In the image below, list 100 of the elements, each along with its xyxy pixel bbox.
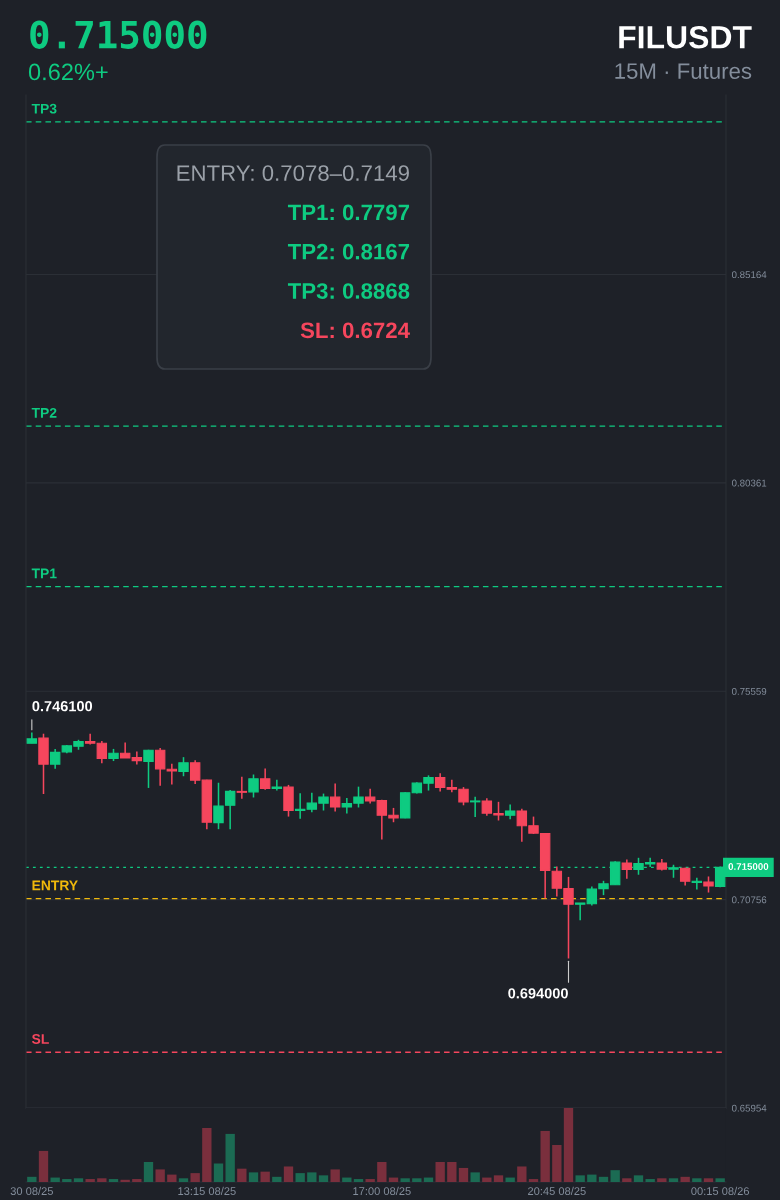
candlestick <box>236 775 248 800</box>
bar <box>645 1179 655 1182</box>
bar <box>73 1178 84 1182</box>
bar <box>563 1108 574 1182</box>
bar <box>272 1176 282 1182</box>
candlestick <box>469 795 481 818</box>
x-tick-label: 30 08/25 <box>10 1186 53 1196</box>
bar <box>470 1172 480 1182</box>
candlestick <box>131 750 143 766</box>
bar <box>458 1167 469 1182</box>
y-tick-label: 0.75559 <box>731 687 767 695</box>
bar <box>295 1173 305 1182</box>
bar <box>493 1175 504 1182</box>
bar <box>167 1174 177 1182</box>
candlestick <box>178 756 189 777</box>
bar <box>575 1175 585 1182</box>
bar <box>622 1178 632 1182</box>
bar <box>505 1177 515 1182</box>
bar <box>598 1176 609 1182</box>
text: 0.715000 <box>30 20 207 49</box>
ref-line-label: 0.715000 <box>728 863 769 870</box>
candlestick <box>49 748 61 770</box>
candlestick <box>84 732 96 746</box>
candlestick <box>143 749 154 789</box>
y-tick-label: 0.70756 <box>731 896 767 904</box>
bar <box>330 1169 340 1182</box>
candlestick <box>329 782 341 813</box>
bar <box>108 1179 119 1182</box>
candlestick <box>259 767 271 791</box>
bar <box>680 1176 690 1182</box>
bar <box>703 1178 714 1182</box>
candlestick <box>119 741 131 759</box>
ref-line-label: TP1 <box>31 568 57 579</box>
bar <box>528 1179 539 1182</box>
bar <box>482 1177 492 1182</box>
annotation: SL: 0.6724 <box>300 322 410 339</box>
bar <box>517 1166 527 1182</box>
candlestick <box>248 773 259 799</box>
bar <box>155 1169 165 1182</box>
y-tick-label: 0.80361 <box>731 479 767 487</box>
x-tick-label: 17:00 08/25 <box>353 1186 411 1196</box>
bar <box>435 1162 445 1182</box>
candlestick <box>283 784 294 818</box>
chart-subtitle: 15M · Futures <box>615 63 752 79</box>
bar <box>610 1170 620 1182</box>
bar <box>132 1179 142 1182</box>
candlestick <box>96 740 108 764</box>
candlestick <box>213 781 224 830</box>
bar <box>202 1127 212 1182</box>
bar <box>85 1179 95 1182</box>
annotation: 0.746100 <box>32 701 93 712</box>
chart-title: FILUSDT <box>619 25 752 49</box>
bar <box>668 1178 679 1182</box>
bar <box>190 1173 200 1182</box>
ref-line-label: SL <box>31 1034 49 1044</box>
ref-line-label: TP3 <box>31 103 57 114</box>
bar <box>540 1130 550 1182</box>
annotation: TP1: 0.7797 <box>287 204 410 221</box>
candlestick <box>434 772 446 793</box>
bar <box>307 1172 317 1182</box>
ref-line-label: TP2 <box>31 407 57 418</box>
bar <box>97 1178 107 1182</box>
bar <box>365 1179 375 1182</box>
bar <box>283 1166 294 1182</box>
bar <box>342 1177 352 1182</box>
x-tick-label: 20:45 08/25 <box>528 1186 586 1196</box>
bar <box>237 1168 247 1182</box>
bar <box>633 1175 644 1182</box>
bar <box>377 1162 387 1182</box>
bar <box>178 1178 189 1182</box>
bar <box>412 1178 422 1182</box>
bar <box>260 1171 270 1182</box>
bar <box>353 1179 364 1182</box>
bar <box>143 1162 154 1182</box>
bar <box>587 1174 597 1182</box>
text: 0.62%+ <box>28 63 108 81</box>
ref-line-label: ENTRY <box>32 880 78 891</box>
candlestick <box>271 778 283 792</box>
x-tick-label: 00:15 08/26 <box>691 1186 750 1196</box>
candlestick <box>621 858 633 880</box>
bar <box>715 1178 725 1182</box>
y-tick-label: 0.85164 <box>731 271 767 279</box>
candlestick <box>189 759 201 785</box>
candlestick <box>574 902 586 922</box>
candlestick <box>166 762 178 786</box>
bar <box>225 1133 235 1182</box>
bar <box>552 1145 562 1182</box>
bar <box>657 1178 667 1182</box>
bar <box>400 1178 410 1182</box>
bar <box>38 1150 49 1182</box>
annotation: TP3: 0.8868 <box>287 283 410 299</box>
bar <box>318 1175 329 1182</box>
bar <box>692 1178 702 1182</box>
annotation: ENTRY: 0.7078–0.7149 <box>177 165 409 181</box>
annotation: TP2: 0.8167 <box>287 243 410 260</box>
bar <box>447 1162 457 1182</box>
annotation: 0.694000 <box>508 988 568 999</box>
candlestick <box>154 747 166 787</box>
x-tick-label: 13:15 08/25 <box>178 1186 236 1196</box>
bar <box>62 1179 72 1182</box>
